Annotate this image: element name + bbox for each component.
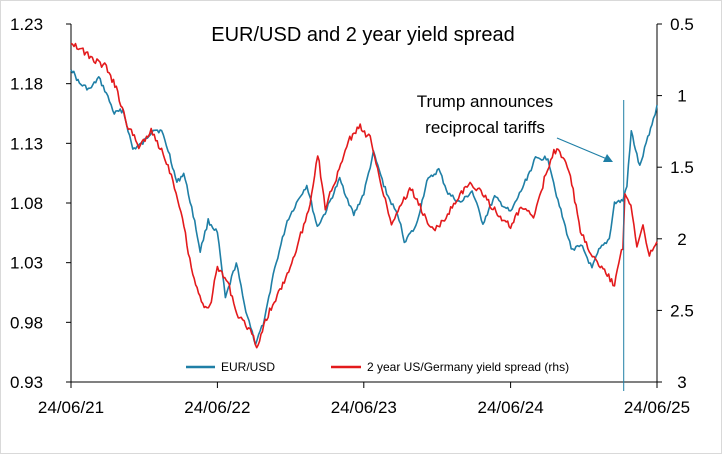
y-right-tick-label: 3 [677,373,686,392]
y-axis-left: 1.23 1.18 1.13 1.08 1.03 0.98 0.93 [10,15,72,392]
annotation-line1: Trump announces [417,92,553,111]
y-left-tick-label: 1.03 [10,254,43,273]
y-right-tick-label: 1 [677,87,686,106]
legend-label-eurusd: EUR/USD [221,360,275,374]
y-left-tick-label: 0.98 [10,313,43,332]
x-axis: 24/06/21 24/06/22 24/06/23 24/06/24 24/06/25 [38,381,690,417]
legend: EUR/USD 2 year US/Germany yield spread (… [186,360,569,374]
y-right-tick-label: 1.5 [670,158,694,177]
x-tick-label: 24/06/22 [184,398,250,417]
y-right-tick-label: 2.5 [670,301,694,320]
y-left-tick-label: 1.08 [10,194,43,213]
y-right-tick-label: 2 [677,230,686,249]
series-line-yield-spread [70,42,658,349]
x-tick-label: 24/06/24 [478,398,544,417]
legend-label-spread: 2 year US/Germany yield spread (rhs) [367,360,569,374]
y-left-tick-label: 1.13 [10,134,43,153]
series-layer [70,42,658,349]
chart-title: EUR/USD and 2 year yield spread [211,24,514,46]
annotation-arrowhead [603,154,613,162]
annotation-arrow [556,137,608,160]
y-left-tick-label: 0.93 [10,373,43,392]
y-left-tick-label: 1.18 [10,75,43,94]
y-axis-right: 0.5 1 1.5 2 2.5 3 [656,15,694,392]
series-line-eurusd [70,69,658,346]
annotation-line2: reciprocal tariffs [425,118,545,137]
x-tick-label: 24/06/21 [38,398,104,417]
y-left-tick-label: 1.23 [10,15,43,34]
y-right-tick-label: 0.5 [670,15,694,34]
x-tick-label: 24/06/23 [331,398,397,417]
x-tick-label: 24/06/25 [624,398,690,417]
